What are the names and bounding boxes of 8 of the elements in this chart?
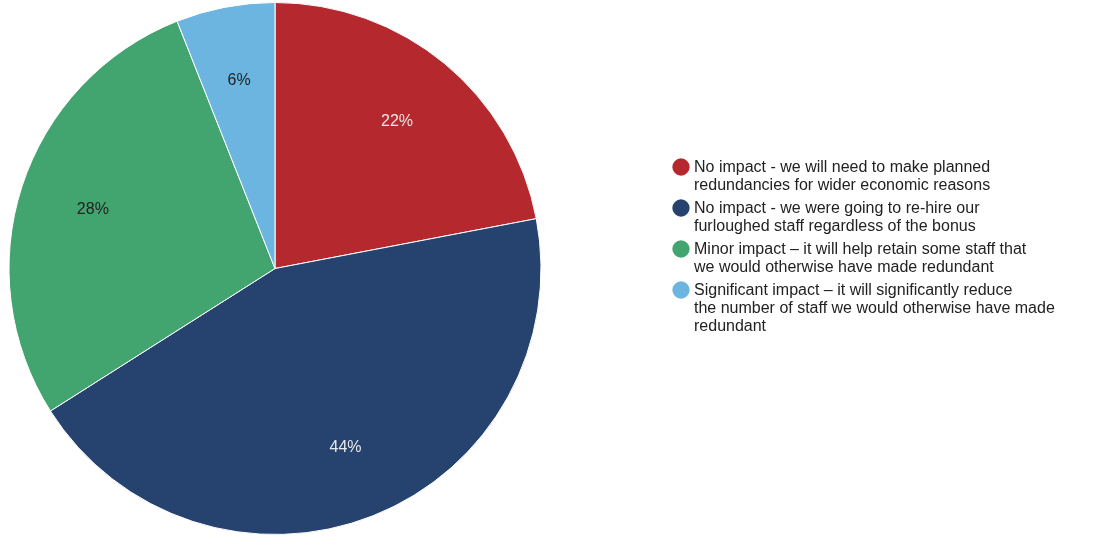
data-label: 6%: [227, 71, 251, 89]
legend-label: Minor impact – it will help retain some staff that we would otherwise have made redundant: [693, 240, 1027, 275]
legend-label: Significant impact – it will significantly reduce the number of staff we would otherwise have made redundant: [694, 281, 1055, 334]
data-label: 22%: [381, 111, 414, 129]
data-label: 44%: [329, 437, 362, 455]
legend-label: No impact - we were going to re-hire our furloughed staff regardless of the bonus: [694, 199, 981, 234]
data-label: 28%: [76, 200, 109, 218]
legend-label: No impact - we will need to make planned redundancies for wider economic reasons: [694, 158, 991, 193]
